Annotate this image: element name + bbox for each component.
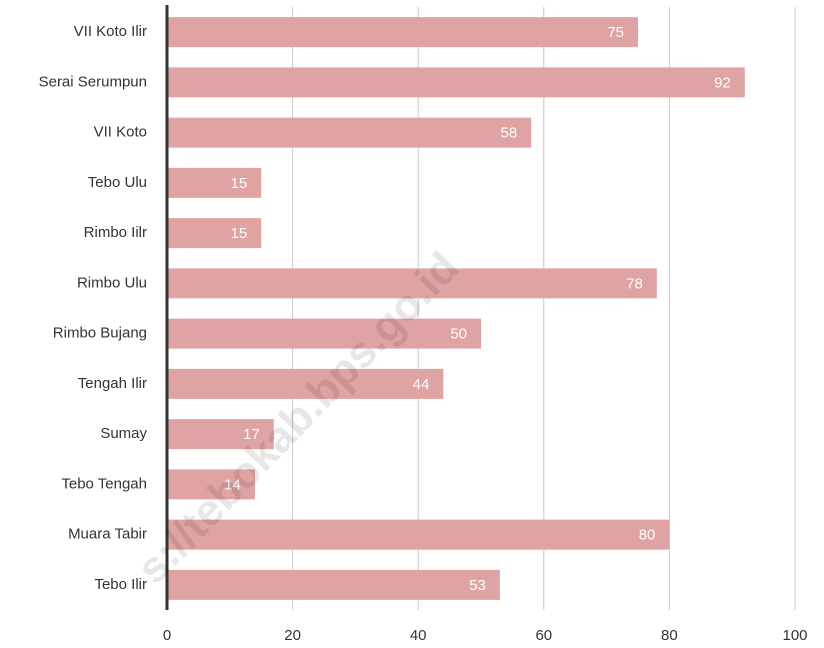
bar <box>167 569 500 600</box>
x-tick-label: 80 <box>661 627 678 644</box>
value-label: 78 <box>626 275 643 292</box>
bar <box>167 17 638 48</box>
value-label: 92 <box>714 74 731 91</box>
bar <box>167 519 670 550</box>
y-tick-label: Tengah Ilir <box>78 375 147 392</box>
x-tick-label: 0 <box>163 627 171 644</box>
value-label: 15 <box>231 225 248 242</box>
y-tick-label: Tebo Tengah <box>61 475 147 492</box>
y-tick-label: VII Koto Ilir <box>74 23 147 40</box>
value-label: 58 <box>501 125 518 142</box>
bar <box>167 67 745 98</box>
value-label: 15 <box>231 175 248 192</box>
y-tick-label: Rimbo Iilr <box>84 224 147 241</box>
x-tick-label: 60 <box>535 627 552 644</box>
x-tick-label: 100 <box>782 627 807 644</box>
y-tick-label: Rimbo Ulu <box>77 274 147 291</box>
x-tick-label: 40 <box>410 627 427 644</box>
y-tick-label: VII Koto <box>94 124 147 141</box>
value-label: 14 <box>224 476 241 493</box>
value-label: 75 <box>607 24 624 41</box>
bar <box>167 167 262 198</box>
y-tick-label: Sumay <box>100 425 147 442</box>
value-label: 50 <box>450 326 467 343</box>
value-label: 53 <box>469 577 486 594</box>
value-label: 17 <box>243 426 260 443</box>
bar <box>167 419 274 450</box>
bar <box>167 218 262 249</box>
bar <box>167 268 657 299</box>
value-label: 44 <box>413 376 430 393</box>
value-label: 80 <box>639 527 656 544</box>
bar <box>167 469 255 500</box>
y-tick-label: Rimbo Bujang <box>53 325 147 342</box>
bar <box>167 117 532 148</box>
y-tick-label: Tebo Ilir <box>94 576 147 593</box>
bar <box>167 368 444 399</box>
bar <box>167 318 481 349</box>
y-tick-label: Tebo Ulu <box>88 174 147 191</box>
y-tick-label: Serai Serumpun <box>39 73 147 90</box>
y-tick-label: Muara Tabir <box>68 526 147 543</box>
x-tick-label: 20 <box>284 627 301 644</box>
